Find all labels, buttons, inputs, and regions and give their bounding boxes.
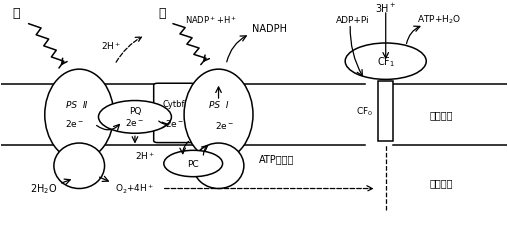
Text: 2e$^-$: 2e$^-$: [165, 117, 184, 128]
Text: PS  Ⅱ: PS Ⅱ: [66, 101, 87, 109]
Text: PS  Ⅰ: PS Ⅰ: [209, 101, 228, 109]
Text: NADP$^+$+H$^+$: NADP$^+$+H$^+$: [185, 14, 237, 26]
Text: PC: PC: [187, 159, 199, 168]
Text: 3H$^+$: 3H$^+$: [375, 2, 396, 15]
Text: CF$_0$: CF$_0$: [356, 105, 373, 117]
Ellipse shape: [193, 143, 244, 189]
Text: ADP+Pi: ADP+Pi: [336, 16, 370, 25]
Circle shape: [99, 101, 171, 134]
Ellipse shape: [184, 70, 253, 160]
Text: 光: 光: [12, 7, 20, 20]
Text: ATP合成酶: ATP合成酶: [259, 153, 295, 163]
Bar: [378, 81, 393, 141]
FancyBboxPatch shape: [154, 84, 195, 143]
Text: 2H$^+$: 2H$^+$: [135, 150, 155, 162]
Text: 2e$^-$: 2e$^-$: [215, 120, 234, 131]
Text: ATP+H$_2$O: ATP+H$_2$O: [417, 14, 461, 26]
Text: 类囊体腔: 类囊体腔: [430, 178, 453, 188]
Circle shape: [345, 44, 426, 80]
Text: PQ: PQ: [129, 106, 141, 115]
Circle shape: [164, 151, 223, 177]
Text: NADPH: NADPH: [251, 24, 287, 34]
Text: 2e$^-$: 2e$^-$: [125, 117, 145, 128]
Ellipse shape: [54, 143, 105, 189]
Text: CF$_1$: CF$_1$: [376, 55, 395, 69]
Text: 2H$_2$O: 2H$_2$O: [30, 182, 57, 196]
Ellipse shape: [45, 70, 114, 160]
Text: 2H$^+$: 2H$^+$: [101, 40, 121, 52]
Text: Cytbf: Cytbf: [163, 100, 185, 109]
Text: O$_2$+4H$^+$: O$_2$+4H$^+$: [115, 182, 154, 195]
Text: 2e$^-$: 2e$^-$: [65, 117, 84, 128]
Text: 类囊体膜: 类囊体膜: [430, 110, 453, 120]
Text: 光: 光: [158, 7, 166, 20]
